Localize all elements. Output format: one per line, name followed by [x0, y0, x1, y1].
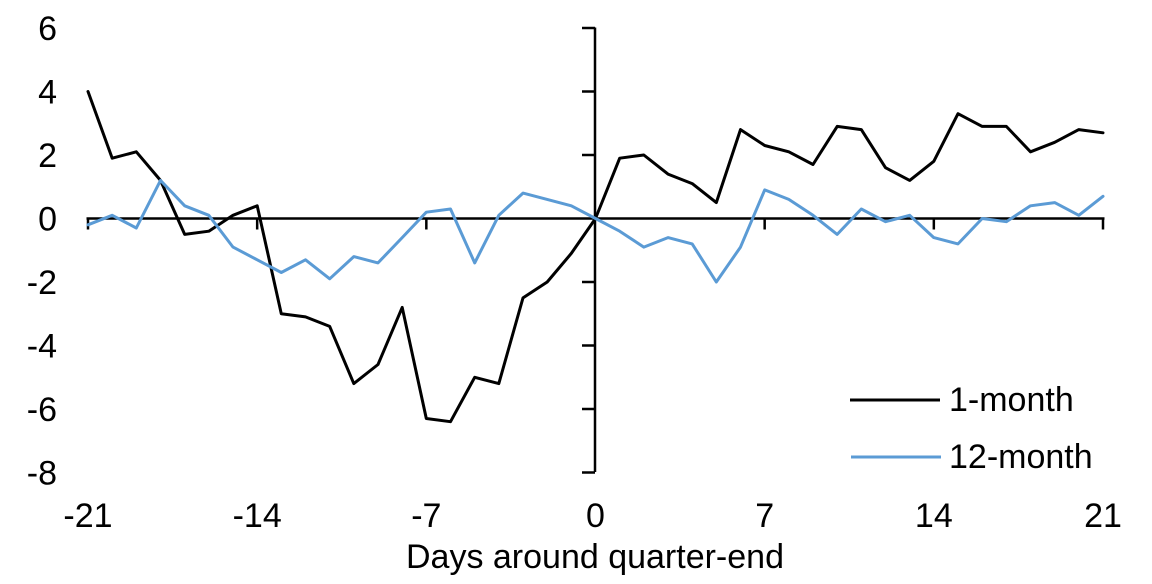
x-axis-labels: -21 -14 -7 0 7 14 21 [63, 497, 1121, 535]
x-axis-title: Days around quarter-end [406, 538, 784, 576]
y-tick-label: -6 [27, 391, 57, 429]
y-tick-label: 6 [38, 10, 57, 48]
x-tick-label: 21 [1084, 497, 1122, 535]
x-tick-label: 14 [915, 497, 953, 535]
x-tick-label: -7 [411, 497, 441, 535]
y-tick-label: 4 [38, 74, 57, 112]
y-axis-ticks [582, 26, 595, 474]
series-lines [86, 90, 1105, 424]
legend-label-12-month: 12-month [949, 438, 1093, 476]
y-tick-label: -8 [27, 455, 57, 493]
y-tick-label: -4 [27, 328, 57, 366]
y-axis-labels: 6 4 2 0 -2 -4 -6 -8 [27, 10, 57, 493]
y-tick-label: 2 [38, 137, 57, 175]
x-tick-label: -14 [233, 497, 282, 535]
x-axis-ticks [86, 218, 1105, 230]
y-tick-label: -2 [27, 264, 57, 302]
x-tick-label: -21 [63, 497, 112, 535]
legend: 1-month 12-month [850, 381, 1093, 476]
y-tick-label: 0 [38, 201, 57, 239]
series-line-12-month [86, 178, 1105, 284]
legend-label-1-month: 1-month [949, 381, 1074, 419]
legend-item-12-month: 12-month [851, 438, 1093, 476]
x-tick-label: 7 [755, 497, 774, 535]
legend-item-1-month: 1-month [850, 381, 1074, 419]
x-tick-label: 0 [586, 497, 605, 535]
